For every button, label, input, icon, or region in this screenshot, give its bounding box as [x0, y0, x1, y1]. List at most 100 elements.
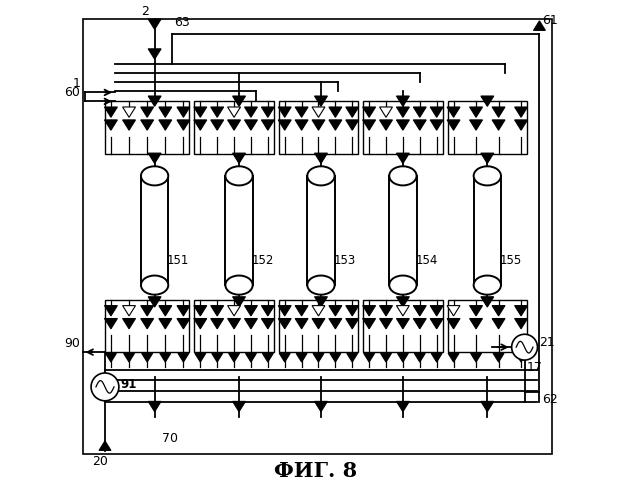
- Polygon shape: [413, 107, 426, 118]
- Bar: [473, 176, 501, 285]
- Polygon shape: [329, 306, 342, 316]
- Polygon shape: [104, 107, 118, 118]
- Polygon shape: [447, 318, 460, 329]
- Text: 21: 21: [540, 336, 555, 348]
- Bar: [226, 176, 253, 285]
- Polygon shape: [492, 120, 505, 130]
- Polygon shape: [313, 354, 324, 362]
- Polygon shape: [160, 354, 171, 362]
- Polygon shape: [194, 318, 207, 329]
- Polygon shape: [447, 107, 460, 118]
- Polygon shape: [142, 354, 153, 362]
- Ellipse shape: [307, 166, 334, 186]
- Polygon shape: [159, 318, 172, 329]
- Polygon shape: [278, 318, 291, 329]
- Polygon shape: [124, 354, 135, 362]
- Polygon shape: [431, 354, 442, 362]
- Text: 154: 154: [415, 254, 438, 267]
- Ellipse shape: [307, 276, 334, 294]
- Bar: [279, 300, 358, 352]
- Polygon shape: [279, 354, 290, 362]
- Polygon shape: [278, 107, 291, 118]
- Polygon shape: [228, 306, 241, 316]
- Text: 152: 152: [252, 254, 274, 267]
- Polygon shape: [229, 354, 240, 362]
- Circle shape: [91, 373, 119, 401]
- Polygon shape: [159, 120, 172, 130]
- Polygon shape: [492, 318, 505, 329]
- Text: 61: 61: [542, 14, 557, 27]
- Polygon shape: [194, 120, 207, 130]
- Polygon shape: [141, 306, 154, 316]
- Polygon shape: [159, 107, 172, 118]
- Polygon shape: [315, 402, 327, 411]
- Ellipse shape: [473, 276, 501, 294]
- Polygon shape: [245, 318, 257, 329]
- Polygon shape: [177, 318, 190, 329]
- Polygon shape: [363, 318, 375, 329]
- Polygon shape: [493, 354, 504, 362]
- Polygon shape: [295, 318, 308, 329]
- Polygon shape: [396, 107, 410, 118]
- Polygon shape: [262, 107, 274, 118]
- Text: 70: 70: [162, 432, 178, 444]
- Polygon shape: [329, 120, 342, 130]
- Text: 20: 20: [92, 455, 108, 468]
- Polygon shape: [470, 318, 482, 329]
- Polygon shape: [233, 402, 245, 411]
- Polygon shape: [123, 318, 135, 329]
- Bar: [363, 300, 442, 352]
- Bar: [389, 176, 416, 285]
- Polygon shape: [481, 153, 494, 164]
- Polygon shape: [398, 354, 408, 362]
- Polygon shape: [262, 318, 274, 329]
- Polygon shape: [329, 107, 342, 118]
- Polygon shape: [315, 96, 327, 106]
- Polygon shape: [245, 107, 257, 118]
- Polygon shape: [396, 306, 410, 316]
- Polygon shape: [533, 21, 545, 30]
- Bar: [141, 176, 168, 285]
- Polygon shape: [194, 107, 207, 118]
- Bar: [105, 102, 190, 154]
- Polygon shape: [448, 354, 459, 362]
- Polygon shape: [363, 107, 375, 118]
- Polygon shape: [363, 306, 375, 316]
- Text: 60: 60: [64, 86, 80, 99]
- Polygon shape: [514, 107, 528, 118]
- Ellipse shape: [226, 276, 253, 294]
- Polygon shape: [380, 107, 392, 118]
- Ellipse shape: [389, 276, 416, 294]
- Polygon shape: [210, 318, 224, 329]
- Bar: [195, 102, 274, 154]
- Polygon shape: [177, 306, 190, 316]
- Text: 90: 90: [64, 336, 80, 349]
- Bar: [195, 300, 274, 352]
- Text: 151: 151: [167, 254, 190, 267]
- Polygon shape: [380, 354, 391, 362]
- Polygon shape: [312, 306, 325, 316]
- Polygon shape: [514, 306, 528, 316]
- Polygon shape: [430, 306, 443, 316]
- Polygon shape: [413, 120, 426, 130]
- Polygon shape: [123, 120, 135, 130]
- Polygon shape: [363, 354, 375, 362]
- Polygon shape: [481, 96, 494, 106]
- Polygon shape: [315, 296, 327, 307]
- Polygon shape: [396, 402, 410, 411]
- Polygon shape: [148, 96, 161, 106]
- Polygon shape: [396, 296, 410, 307]
- Polygon shape: [141, 107, 154, 118]
- Text: 63: 63: [174, 16, 190, 30]
- Polygon shape: [346, 318, 359, 329]
- Polygon shape: [228, 120, 241, 130]
- Polygon shape: [177, 107, 190, 118]
- Ellipse shape: [141, 166, 168, 186]
- Polygon shape: [396, 153, 410, 164]
- Polygon shape: [106, 354, 116, 362]
- Polygon shape: [210, 306, 224, 316]
- Text: ФИГ. 8: ФИГ. 8: [274, 462, 358, 481]
- Polygon shape: [278, 306, 291, 316]
- Polygon shape: [296, 354, 307, 362]
- Polygon shape: [312, 318, 325, 329]
